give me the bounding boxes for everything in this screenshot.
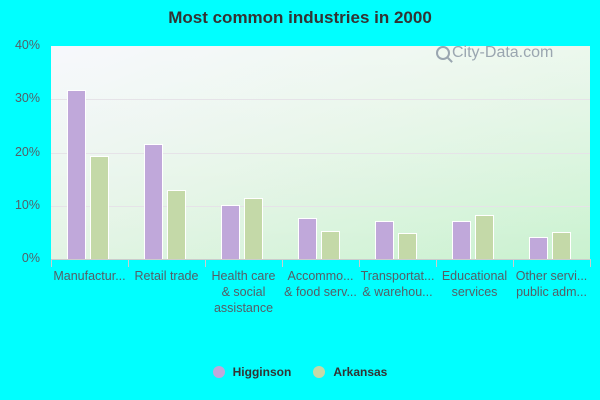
y-tick-label: 20% — [14, 144, 40, 159]
x-tick — [282, 259, 283, 267]
legend-dot-icon — [313, 366, 326, 378]
bar-higginson[interactable] — [451, 221, 471, 259]
x-tick — [359, 259, 360, 267]
x-tick-label: Accommo... & food serv... — [284, 269, 357, 299]
bar-higginson[interactable] — [528, 237, 548, 259]
bar-arkansas[interactable] — [243, 197, 263, 259]
bar-arkansas[interactable] — [166, 189, 186, 259]
y-tick-label: 0% — [21, 251, 40, 265]
x-tick-label: Educational services — [441, 269, 508, 299]
legend-item-higginson[interactable]: Higginson — [212, 365, 292, 379]
bar-higginson[interactable] — [143, 143, 163, 259]
y-tick-label: 40% — [14, 38, 40, 52]
x-tick-label: Other servi... public adm... — [515, 269, 588, 299]
x-tick-label: Retail trade — [134, 269, 199, 283]
gridline — [51, 152, 590, 154]
bar-higginson[interactable] — [66, 90, 86, 259]
x-axis-line — [51, 259, 590, 260]
bar-arkansas[interactable] — [474, 214, 494, 259]
x-tick — [436, 259, 437, 267]
legend-label: Arkansas — [333, 365, 388, 379]
legend-item-arkansas[interactable]: Arkansas — [313, 365, 387, 379]
bar-arkansas[interactable] — [551, 231, 571, 259]
x-tick — [128, 259, 129, 267]
bar-arkansas[interactable] — [397, 232, 417, 259]
bar-higginson[interactable] — [220, 205, 240, 259]
watermark: City-Data.com — [436, 44, 553, 62]
legend-label: Higginson — [232, 365, 292, 379]
bar-arkansas[interactable] — [89, 156, 109, 259]
x-tick — [590, 259, 591, 267]
chart-title: Most common industries in 2000 — [168, 8, 432, 27]
x-tick-label: Health care & social assistance — [211, 269, 276, 315]
y-tick-label: 30% — [14, 91, 40, 106]
legend: Higginson Arkansas — [0, 365, 600, 379]
x-tick — [51, 259, 52, 267]
x-tick-label: Transportat... & warehou... — [360, 269, 435, 299]
bar-higginson[interactable] — [297, 218, 317, 259]
x-tick-label: Manufactur... — [53, 269, 126, 283]
x-tick — [513, 259, 514, 267]
x-tick — [205, 259, 206, 267]
bar-arkansas[interactable] — [320, 230, 340, 259]
plot-area — [51, 46, 590, 259]
bar-higginson[interactable] — [374, 221, 394, 259]
gridline — [51, 99, 590, 101]
y-tick-label: 10% — [14, 197, 40, 212]
magnifier-chart-icon — [436, 46, 450, 60]
legend-dot-icon — [212, 366, 225, 378]
gridline — [51, 205, 590, 207]
